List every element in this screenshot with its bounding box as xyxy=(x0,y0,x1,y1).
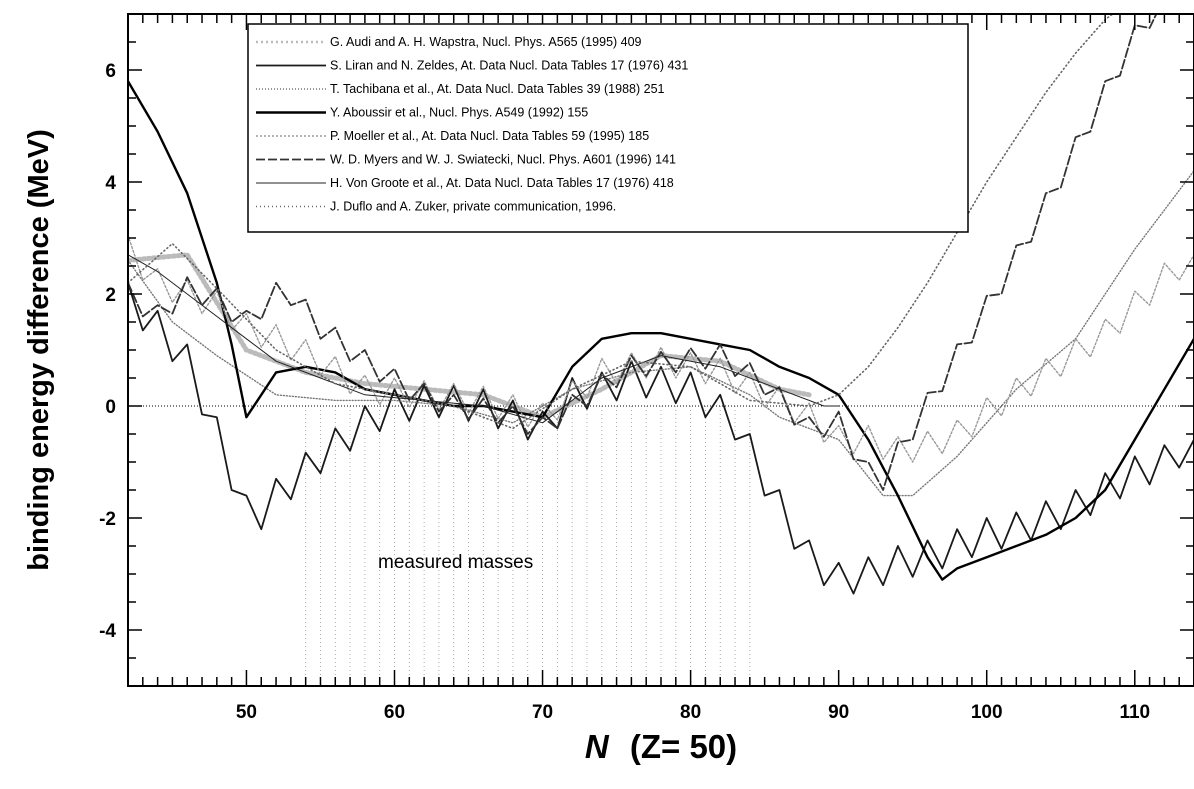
measured-masses-region xyxy=(305,406,751,686)
legend: G. Audi and A. H. Wapstra, Nucl. Phys. A… xyxy=(247,23,969,233)
legend-box xyxy=(247,23,969,233)
legend-entry: H. Von Groote et al., At. Data Nucl. Dat… xyxy=(330,176,674,190)
legend-entry: S. Liran and N. Zeldes, At. Data Nucl. D… xyxy=(330,59,688,73)
legend-entry: J. Duflo and A. Zuker, private communica… xyxy=(330,200,616,214)
x-tick-label: 110 xyxy=(1119,702,1150,723)
minor-ticks xyxy=(127,13,1194,687)
legend-entry: P. Moeller et al., At. Data Nucl. Data T… xyxy=(330,129,649,143)
y-axis-label: binding energy difference (MeV) xyxy=(23,129,55,571)
measured-masses-annotation: measured masses xyxy=(378,552,533,573)
y-tick-label: -2 xyxy=(99,509,116,530)
series-line-7 xyxy=(128,254,840,424)
x-axis-ticks: 50 60 70 80 90 100 110 xyxy=(236,702,1150,723)
series-line-4 xyxy=(128,79,1194,581)
x-axis-label-rest: (Z= 50) xyxy=(630,728,737,765)
legend-entry: Y. Aboussir et al., Nucl. Phys. A549 (19… xyxy=(330,106,588,120)
x-tick-label: 80 xyxy=(680,702,701,723)
x-axis-label-variable: N xyxy=(585,728,610,765)
y-tick-label: -4 xyxy=(99,621,116,642)
y-tick-label: 4 xyxy=(105,173,116,194)
x-axis-label: N (Z= 50) xyxy=(585,728,737,765)
series-line-6 xyxy=(128,14,1158,491)
series-line-5 xyxy=(128,234,1194,463)
series-line-8 xyxy=(128,14,1114,430)
x-tick-label: 70 xyxy=(532,702,553,723)
series-line-3 xyxy=(128,170,1194,497)
x-tick-label: 60 xyxy=(384,702,405,723)
x-tick-label: 50 xyxy=(236,702,257,723)
legend-entry: G. Audi and A. H. Wapstra, Nucl. Phys. A… xyxy=(330,35,642,49)
series-line-2 xyxy=(128,281,1194,595)
series-layer xyxy=(128,14,1194,595)
series-line-1 xyxy=(128,252,812,420)
legend-entry: W. D. Myers and W. J. Swiatecki, Nucl. P… xyxy=(330,153,676,167)
legend-entry: T. Tachibana et al., At. Data Nucl. Data… xyxy=(330,82,665,96)
y-axis-ticks: -4 -2 0 2 4 6 xyxy=(99,61,116,642)
y-tick-label: 6 xyxy=(105,61,116,82)
y-tick-label: 2 xyxy=(105,285,116,306)
y-tick-label: 0 xyxy=(105,397,116,418)
x-tick-label: 90 xyxy=(828,702,849,723)
x-tick-label: 100 xyxy=(971,702,1003,723)
